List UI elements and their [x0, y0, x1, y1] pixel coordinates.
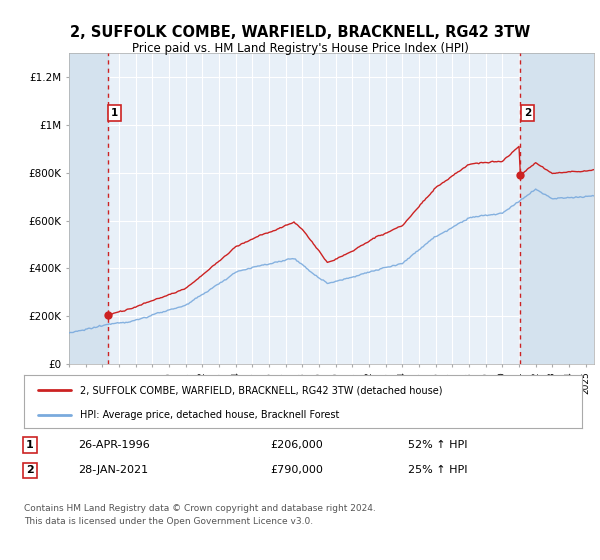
- Text: 25% ↑ HPI: 25% ↑ HPI: [408, 465, 467, 475]
- Text: 52% ↑ HPI: 52% ↑ HPI: [408, 440, 467, 450]
- Text: Contains HM Land Registry data © Crown copyright and database right 2024.
This d: Contains HM Land Registry data © Crown c…: [24, 504, 376, 525]
- Text: 2, SUFFOLK COMBE, WARFIELD, BRACKNELL, RG42 3TW: 2, SUFFOLK COMBE, WARFIELD, BRACKNELL, R…: [70, 25, 530, 40]
- Text: 2: 2: [26, 465, 34, 475]
- Text: £790,000: £790,000: [270, 465, 323, 475]
- Text: £206,000: £206,000: [270, 440, 323, 450]
- Text: 2: 2: [524, 108, 531, 118]
- Bar: [520, 53, 594, 364]
- Bar: [520, 53, 594, 364]
- Text: 1: 1: [26, 440, 34, 450]
- Text: 26-APR-1996: 26-APR-1996: [78, 440, 150, 450]
- Text: Price paid vs. HM Land Registry's House Price Index (HPI): Price paid vs. HM Land Registry's House …: [131, 42, 469, 55]
- Text: 1: 1: [111, 108, 118, 118]
- Text: 28-JAN-2021: 28-JAN-2021: [78, 465, 148, 475]
- Bar: [69, 53, 107, 364]
- Bar: [69, 53, 107, 364]
- Text: 2, SUFFOLK COMBE, WARFIELD, BRACKNELL, RG42 3TW (detached house): 2, SUFFOLK COMBE, WARFIELD, BRACKNELL, R…: [80, 385, 442, 395]
- Text: HPI: Average price, detached house, Bracknell Forest: HPI: Average price, detached house, Brac…: [80, 410, 339, 420]
